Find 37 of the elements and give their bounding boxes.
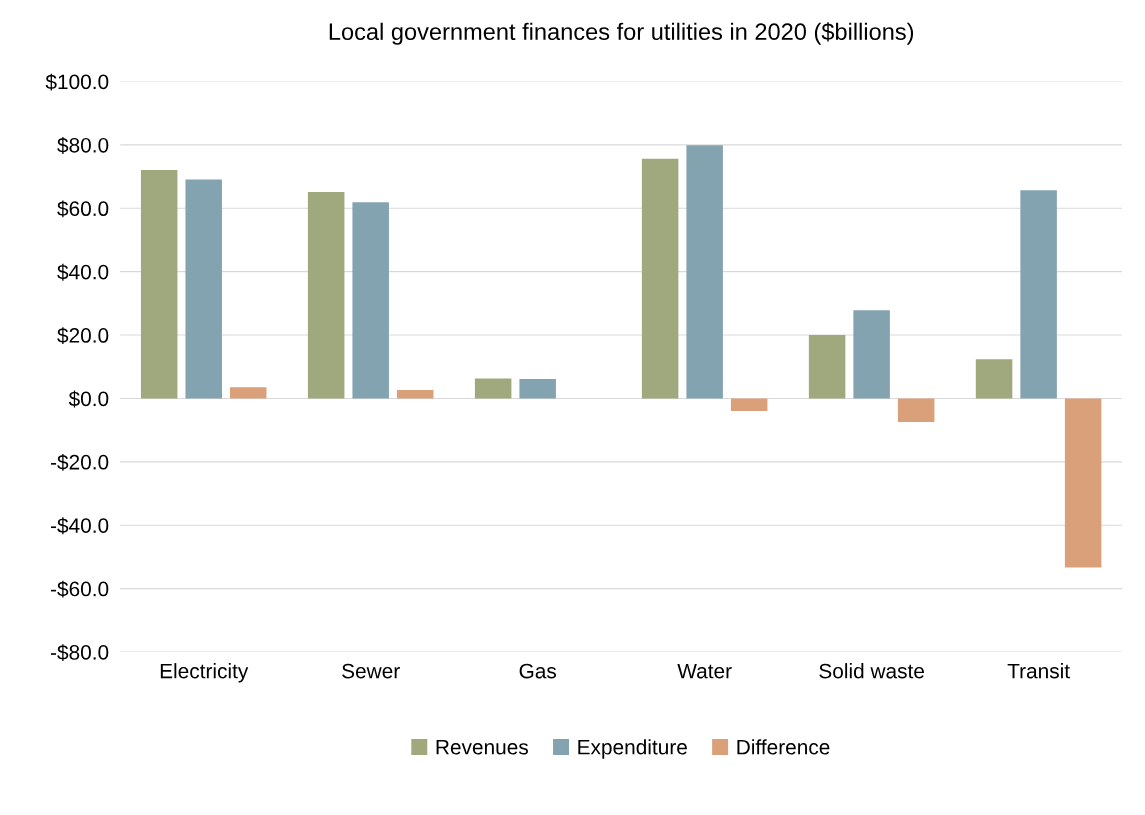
bar: [1020, 190, 1057, 399]
bar: [185, 179, 222, 399]
bar: [396, 389, 434, 399]
y-tick-label: $60.0: [57, 200, 109, 218]
legend-label: Revenues: [436, 739, 528, 755]
bar: [897, 398, 935, 422]
bar: [474, 378, 512, 399]
y-tick-label: $80.0: [57, 137, 109, 154]
bar: [808, 335, 846, 399]
x-tick-label: Transit: [1007, 663, 1070, 679]
x-tick-label: Water: [677, 663, 732, 679]
bar: [686, 145, 723, 399]
bar: [853, 310, 890, 399]
bar: [641, 158, 679, 399]
y-tick-label: -$80.0: [50, 644, 109, 661]
bar: [229, 387, 267, 399]
y-tick-label: $40.0: [57, 263, 109, 281]
y-tick-label: $100.0: [45, 73, 109, 91]
bar: [352, 202, 389, 399]
legend-label: Difference: [737, 739, 830, 755]
bar: [1064, 398, 1102, 568]
bar: [975, 359, 1013, 399]
y-tick-label: -$60.0: [50, 580, 109, 598]
bar: [307, 192, 345, 399]
bar: [519, 379, 556, 399]
x-tick-label: Sewer: [342, 663, 400, 679]
y-tick-label: $0.0: [68, 390, 109, 408]
x-tick-label: Solid waste: [819, 663, 924, 679]
legend-label: Expenditure: [578, 739, 687, 759]
x-tick-label: Gas: [519, 663, 557, 679]
y-tick-label: $20.0: [57, 327, 109, 345]
y-tick-label: -$40.0: [50, 517, 109, 535]
y-tick-label: -$20.0: [50, 453, 109, 471]
bar: [730, 398, 768, 412]
x-tick-label: Electricity: [160, 663, 249, 683]
bar: [140, 169, 178, 399]
chart-title: Local government finances for utilities in 2020 ($billions): [329, 22, 914, 45]
